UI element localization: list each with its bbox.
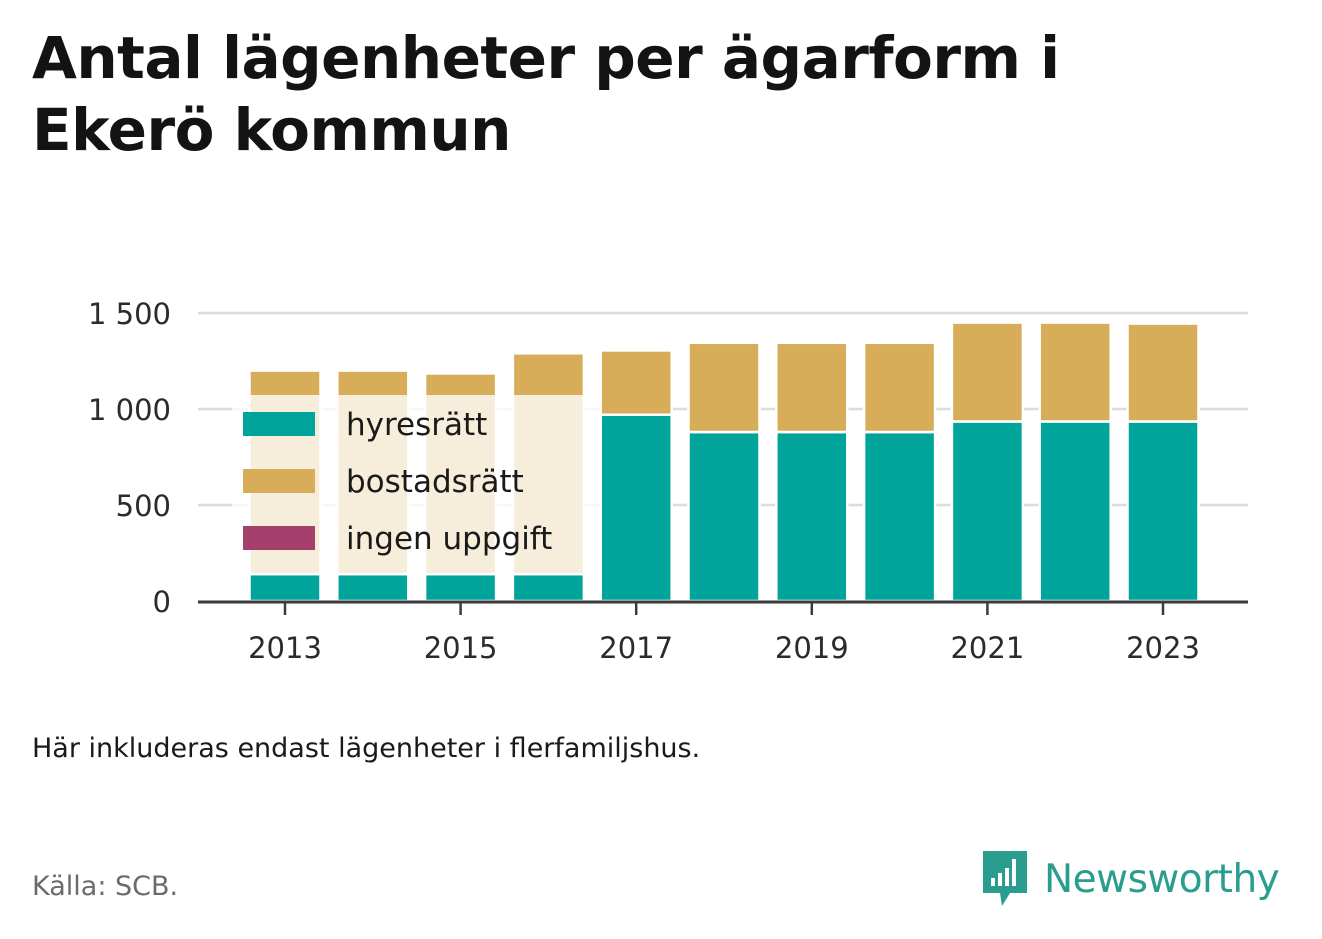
bar-bostadsrätt-2023 <box>1126 322 1200 423</box>
bar-hyresrätt-2018 <box>687 430 761 603</box>
y-tick-label: 1 500 <box>88 297 171 331</box>
chart-note: Här inkluderas endast lägenheter i flerf… <box>32 733 701 764</box>
bar-bostadsrätt-2018 <box>687 341 761 434</box>
bar-hyresrätt-2013 <box>248 572 322 603</box>
axes: 0 500 1 000 1 500 2013 2015 2017 2019 2021 2023 <box>88 297 1248 665</box>
bar-bostadsrätt-2019 <box>775 341 849 434</box>
bar-hyresrätt-2020 <box>862 430 937 603</box>
y-tick-label: 500 <box>116 489 171 523</box>
legend-label-hyresrätt: hyresrätt <box>346 407 487 443</box>
chart-title: Antal lägenheter per ägarform i Ekerö ko… <box>32 24 1060 164</box>
x-tick-label: 2019 <box>775 631 849 665</box>
bar-hyresrätt-2023 <box>1126 420 1200 603</box>
bar-bostadsrätt-2021 <box>950 321 1025 423</box>
brand-logo: Newsworthy <box>980 848 1280 910</box>
x-tick-label: 2013 <box>248 631 322 665</box>
x-tick-label: 2017 <box>599 631 673 665</box>
legend-swatch-hyresrätt <box>243 412 315 436</box>
y-tick-label: 0 <box>153 585 171 619</box>
legend-label-bostadsrätt: bostadsrätt <box>346 464 524 500</box>
bar-hyresrätt-2014 <box>336 572 410 603</box>
legend-label-ingen-uppgift: ingen uppgift <box>346 521 552 557</box>
newsworthy-logo-icon <box>983 851 1027 906</box>
bar-hyresrätt-2019 <box>775 430 849 603</box>
x-tick-label: 2015 <box>424 631 498 665</box>
legend-swatch-ingen-uppgift <box>243 526 315 550</box>
x-tick-label: 2021 <box>950 631 1024 665</box>
bar-bostadsrätt-2017 <box>599 349 673 417</box>
bar-bostadsrätt-2020 <box>862 341 937 434</box>
bar-hyresrätt-2015 <box>423 572 498 603</box>
bar-hyresrätt-2022 <box>1038 420 1112 603</box>
bar-hyresrätt-2021 <box>950 420 1025 603</box>
bar-hyresrätt-2017 <box>599 413 673 603</box>
legend: hyresrätt bostadsrätt ingen uppgift <box>232 395 600 573</box>
bar-bostadsrätt-2022 <box>1038 321 1112 423</box>
brand-name: Newsworthy <box>1044 856 1280 902</box>
legend-swatch-bostadsrätt <box>243 469 315 493</box>
x-tick-label: 2023 <box>1126 631 1200 665</box>
bar-hyresrätt-2016 <box>511 572 586 603</box>
y-tick-label: 1 000 <box>88 393 171 427</box>
source-text: Källa: SCB. <box>32 871 179 902</box>
